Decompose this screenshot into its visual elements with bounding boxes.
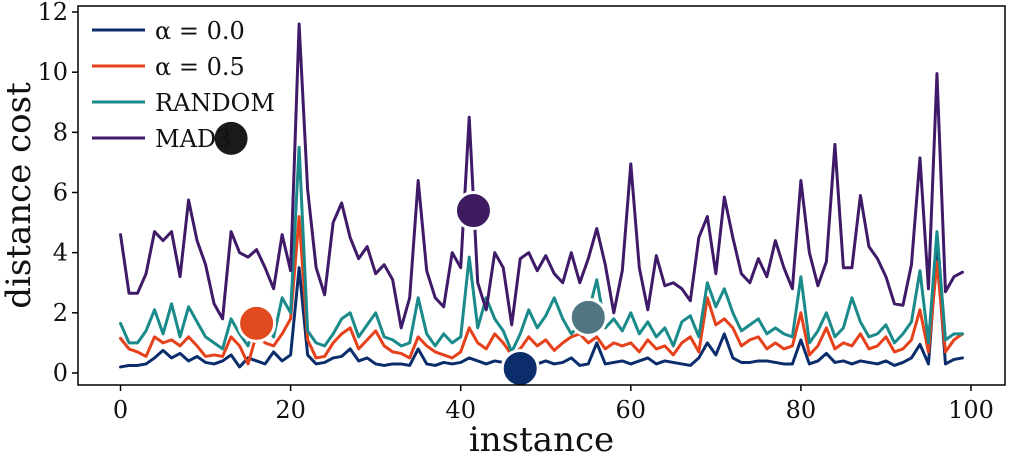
marker-4	[211, 118, 251, 158]
x-tick-label: 0	[113, 396, 128, 424]
legend-label-3: MAD3	[155, 125, 231, 153]
plot-frame	[77, 5, 1006, 386]
y-tick-label: 6	[53, 178, 68, 206]
marker-1	[237, 303, 277, 343]
chart-axes: 0 20 40 60 80 100 0 2 4 6 8 10 12	[37, 0, 1006, 424]
marker-0	[500, 348, 540, 388]
x-tick-label: 100	[948, 396, 994, 424]
y-tick-label: 0	[53, 359, 68, 387]
series-line-0	[119, 248, 964, 369]
series-line-3	[119, 22, 964, 330]
legend-label-2: RANDOM	[155, 89, 275, 117]
x-tick-label: 40	[445, 396, 476, 424]
chart-marker-group	[211, 118, 608, 388]
x-axis-label: instance	[469, 420, 614, 456]
y-tick-label: 10	[37, 58, 68, 86]
y-tick-label: 4	[53, 239, 68, 267]
legend: α = 0.0 α = 0.5 RANDOM MAD3	[92, 17, 275, 153]
x-tick-label: 20	[275, 396, 306, 424]
y-tick-label: 2	[53, 299, 68, 327]
y-tick-label: 8	[53, 118, 68, 146]
y-tick-label: 12	[37, 0, 68, 26]
marker-3	[453, 191, 493, 231]
legend-label-0: α = 0.0	[155, 17, 245, 45]
x-tick-label: 80	[786, 396, 817, 424]
y-axis-label: distance cost	[0, 82, 39, 309]
x-tick-label: 60	[616, 396, 647, 424]
legend-label-1: α = 0.5	[155, 53, 245, 81]
marker-2	[568, 297, 608, 337]
